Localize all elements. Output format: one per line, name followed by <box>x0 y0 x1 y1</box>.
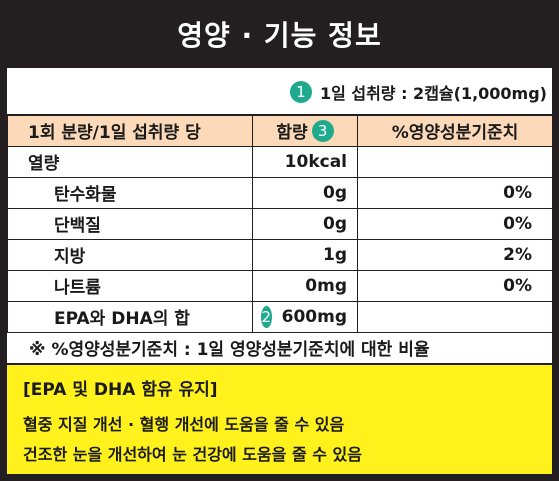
header-daily-value: %영양성분기준치 <box>357 114 553 147</box>
nutrient-amount: 10kcal <box>252 145 358 178</box>
serving-size-text: 1일 섭취량 : 2캡슐(1,000mg) <box>319 84 547 103</box>
number-badge-2: 2 <box>261 305 272 328</box>
table-header-row: 1회 분량/1일 섭취량 당 함량 3 %영양성분기준치 <box>7 114 553 147</box>
nutrient-daily-value: 2% <box>357 238 553 271</box>
function-claim: 건조한 눈을 개선하여 눈 건강에 도움을 줄 수 있음 <box>23 445 362 464</box>
function-claim: 혈중 지질 개선 · 혈행 개선에 도움을 줄 수 있음 <box>23 415 345 434</box>
nutrient-name: 지방 <box>7 238 253 271</box>
nutrient-name: 탄수화물 <box>7 176 253 209</box>
nutrient-amount-value: 600mg <box>281 306 347 327</box>
footnote-text: ※ %영양성분기준치 : 1일 영양성분기준치에 대한 비율 <box>29 339 430 360</box>
nutrient-name: 열량 <box>7 145 253 178</box>
header-amount-label: 함량 <box>276 123 308 144</box>
nutrient-daily-value <box>357 145 553 178</box>
nutrient-amount: 1g <box>252 238 358 271</box>
table-row: 열량 10kcal <box>7 145 553 178</box>
header-amount: 함량 3 <box>252 114 358 147</box>
table-row: 탄수화물 0g 0% <box>7 176 553 209</box>
table-row: EPA와 DHA의 합 2 600mg <box>7 300 553 333</box>
nutrient-amount: 0mg <box>252 269 358 302</box>
nutrient-name: EPA와 DHA의 합 <box>7 300 253 333</box>
number-badge-1: 1 <box>289 81 312 103</box>
number-badge-3: 3 <box>311 119 334 142</box>
panel-title-text: 영양 · 기능 정보 <box>177 19 382 52</box>
nutrient-daily-value: 0% <box>357 176 553 209</box>
nutrient-daily-value <box>357 300 553 333</box>
table-row: 단백질 0g 0% <box>7 207 553 240</box>
table-row: 지방 1g 2% <box>7 238 553 271</box>
nutrient-daily-value: 0% <box>357 207 553 240</box>
serving-size: 1 1일 섭취량 : 2캡슐(1,000mg) <box>289 80 547 104</box>
nutrient-name: 나트륨 <box>7 269 253 302</box>
nutrient-name: 단백질 <box>7 207 253 240</box>
daily-value-footnote: ※ %영양성분기준치 : 1일 영양성분기준치에 대한 비율 <box>7 331 552 365</box>
header-serving-basis: 1회 분량/1일 섭취량 당 <box>7 114 253 147</box>
nutrition-table: 1회 분량/1일 섭취량 당 함량 3 %영양성분기준치 열량 10kcal 탄… <box>7 114 553 333</box>
function-title: [EPA 및 DHA 함유 유지] <box>23 380 218 400</box>
nutrient-amount: 0g <box>252 207 358 240</box>
nutrient-amount: 0g <box>252 176 358 209</box>
table-row: 나트륨 0mg 0% <box>7 269 553 302</box>
nutrient-amount: 2 600mg <box>252 300 358 333</box>
panel-title: 영양 · 기능 정보 <box>0 0 559 68</box>
function-claims: [EPA 및 DHA 함유 유지] 혈중 지질 개선 · 혈행 개선에 도움을 … <box>7 365 552 474</box>
nutrient-daily-value: 0% <box>357 269 553 302</box>
